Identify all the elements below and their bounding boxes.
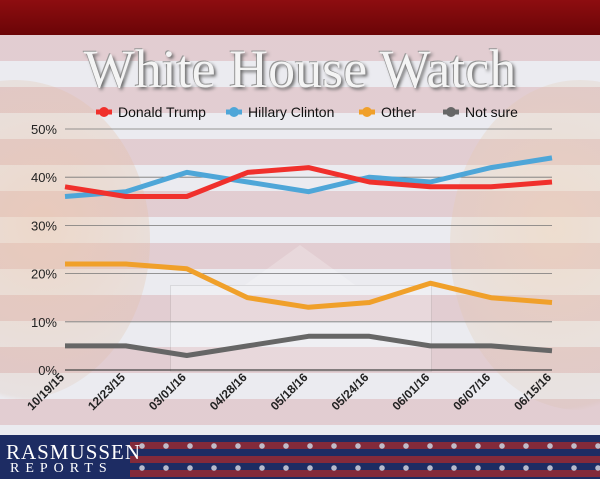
x-tick-label: 05/18/16 [268,370,311,413]
y-tick-label: 10% [31,315,57,330]
y-tick-label: 30% [31,218,57,233]
logo-line-1: RASMUSSEN [6,440,142,464]
x-tick-label: 03/01/16 [146,370,189,413]
y-tick-label: 40% [31,170,57,185]
y-tick-label: 50% [31,122,57,137]
x-tick-label: 06/15/16 [511,370,554,413]
y-tick-label: 20% [31,267,57,282]
legend-marker [99,107,109,117]
x-tick-label: 06/07/16 [450,370,493,413]
white-house-body [170,285,432,372]
series-line [65,261,553,310]
x-tick-label: 05/24/16 [329,370,372,413]
x-tick-label: 12/23/15 [85,370,128,413]
top-band [0,0,600,35]
legend-marker [446,107,456,117]
x-tick-label: 04/28/16 [207,370,250,413]
white-house-illustration [150,245,450,375]
legend-label: Hillary Clinton [248,104,334,120]
series-line [64,155,553,199]
series-line [64,165,553,199]
flag-stars-stripes [130,435,600,479]
logo-line-2: REPORTS [10,461,113,476]
x-tick-label: 06/01/16 [389,370,432,413]
legend-marker [362,107,372,117]
legend-label: Donald Trump [118,104,206,120]
chart-title: White House Watch [83,39,517,99]
legend-label: Other [381,104,416,120]
legend-marker [229,107,239,117]
series-line [65,333,553,358]
white-house-roof [245,245,355,285]
y-tick-label: 0% [38,363,57,378]
rasmussen-logo: RASMUSSEN REPORTS [0,440,140,479]
legend-label: Not sure [465,104,518,120]
